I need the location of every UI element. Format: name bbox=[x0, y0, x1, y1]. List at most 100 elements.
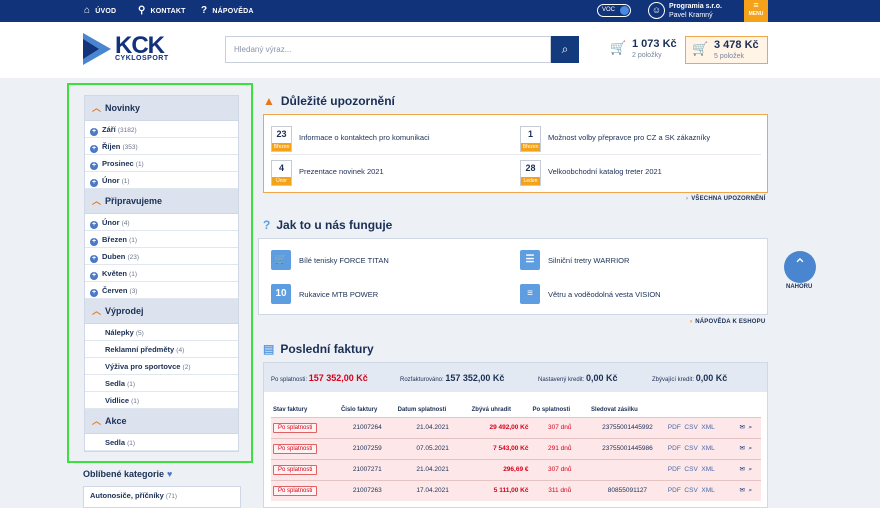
search-icon[interactable]: ⌕ bbox=[748, 466, 753, 473]
pdf-download-link[interactable]: PDF bbox=[667, 487, 681, 495]
user-info[interactable]: Programia s.r.o. Pavel Kramný bbox=[669, 3, 722, 19]
envelope-icon[interactable]: ✉ bbox=[739, 466, 745, 473]
chevron-right-icon: › bbox=[690, 319, 693, 325]
table-row[interactable]: Po splatnosti 21007264 21.04.2021 29 492,00… bbox=[271, 416, 761, 438]
notice-text: Velkoobchodní katalog treter 2021 bbox=[548, 167, 662, 176]
sidebar-item[interactable]: + Prosinec (1) bbox=[85, 155, 238, 172]
category-sidebar: ︿ Novinky + Září (3182) + Říjen (353) + Prosine… bbox=[67, 83, 253, 463]
site-logo[interactable]: KCK CYKLOSPORT bbox=[83, 33, 183, 65]
sidebar-item[interactable]: Výživa pro sportovce (2) bbox=[85, 358, 238, 375]
tracking-number[interactable]: 23755001445992 bbox=[589, 416, 666, 438]
search-icon[interactable]: ⌕ bbox=[748, 424, 753, 431]
overdue-days: 307 dnů bbox=[530, 416, 590, 438]
status-badge: Po splatnosti bbox=[273, 464, 318, 475]
csv-download-link[interactable]: CSV bbox=[684, 445, 698, 452]
column-header: Po splatnosti bbox=[532, 406, 571, 413]
envelope-icon[interactable]: ✉ bbox=[739, 487, 745, 495]
search-icon[interactable]: ⌕ bbox=[748, 445, 753, 452]
notices-title: ▲ Důležité upozornění bbox=[263, 94, 395, 108]
sidebar-item[interactable]: Reklamní předměty (4) bbox=[85, 341, 238, 358]
plus-circle-icon: + bbox=[90, 179, 98, 187]
xml-download-link[interactable]: XML bbox=[701, 487, 715, 495]
overdue-days: 307 dnů bbox=[530, 458, 590, 480]
invoices-table: Stav faktury Číslo faktury Datum splatnost… bbox=[271, 403, 761, 501]
location-pin-icon: ⚲ bbox=[138, 5, 146, 16]
heart-icon: ♥ bbox=[167, 469, 173, 479]
cart-primary[interactable]: 🛒 1 073 Kč 2 položky bbox=[610, 38, 677, 59]
nav-contact-link[interactable]: ⚲ KONTAKT bbox=[138, 5, 186, 16]
table-row[interactable]: Po splatnosti 21007259 07.05.2021 7 543,00 … bbox=[271, 437, 761, 459]
envelope-icon[interactable]: ✉ bbox=[739, 424, 745, 431]
csv-download-link[interactable]: CSV bbox=[684, 487, 698, 495]
search-icon[interactable]: ⌕ bbox=[748, 487, 753, 495]
invoice-number[interactable]: 21007263 bbox=[338, 479, 396, 501]
search-icon: ⌕ bbox=[561, 42, 569, 56]
sidebar-item[interactable]: + Červen (3) bbox=[85, 282, 238, 299]
eshop-help-link[interactable]: › NÁPOVĚDA K ESHOPU bbox=[690, 319, 766, 325]
table-row[interactable]: Po splatnosti 21007263 17.04.2021 5 111,00 … bbox=[271, 479, 761, 501]
search-button[interactable]: ⌕ bbox=[551, 36, 579, 63]
envelope-icon[interactable]: ✉ bbox=[739, 445, 745, 452]
sidebar-item[interactable]: Sedla (1) bbox=[85, 375, 238, 392]
back-to-top-label[interactable]: NAHORU bbox=[786, 284, 813, 290]
search-input[interactable] bbox=[225, 36, 551, 63]
tracking-number[interactable]: 80855091127 bbox=[589, 479, 666, 501]
sidebar-section-header[interactable]: ︿ Akce bbox=[85, 409, 238, 434]
column-header: Zbývá uhradit bbox=[471, 406, 511, 413]
howto-title: ? Jak to u nás funguje bbox=[263, 218, 393, 232]
csv-download-link[interactable]: CSV bbox=[684, 466, 698, 473]
user-avatar-icon[interactable]: ☺ bbox=[648, 2, 665, 19]
divider bbox=[271, 154, 761, 155]
plus-circle-icon: + bbox=[90, 221, 98, 229]
notice-text: Prezentace novinek 2021 bbox=[299, 167, 384, 176]
sidebar-item[interactable]: + Říjen (353) bbox=[85, 138, 238, 155]
tracking-number[interactable] bbox=[589, 458, 666, 480]
invoice-number[interactable]: 21007264 bbox=[338, 416, 396, 438]
xml-download-link[interactable]: XML bbox=[701, 424, 715, 431]
notices-box: Březen 23 Informace o kontaktech pro komu… bbox=[263, 114, 768, 193]
voc-toggle[interactable]: VOC bbox=[597, 4, 631, 17]
pdf-download-link[interactable]: PDF bbox=[667, 424, 681, 431]
sidebar-item[interactable]: Sedla (1) bbox=[85, 434, 238, 451]
xml-download-link[interactable]: XML bbox=[701, 445, 715, 452]
chevron-up-icon: ︿ bbox=[92, 306, 102, 316]
chevron-right-icon: › bbox=[686, 196, 689, 202]
column-header: Datum splatnosti bbox=[397, 406, 447, 413]
sidebar-item[interactable]: + Březen (1) bbox=[85, 231, 238, 248]
invoice-number[interactable]: 21007259 bbox=[338, 437, 396, 459]
remaining-amount: 7 543,00 Kč bbox=[469, 437, 531, 459]
notice-date: Březen 23 bbox=[271, 126, 292, 152]
sidebar-item[interactable]: Vidlice (1) bbox=[85, 392, 238, 409]
toggle-knob bbox=[620, 6, 629, 15]
xml-download-link[interactable]: XML bbox=[701, 466, 715, 473]
sidebar-item[interactable]: Nálepky (5) bbox=[85, 324, 238, 341]
sidebar-item[interactable]: + Duben (23) bbox=[85, 248, 238, 265]
pdf-download-link[interactable]: PDF bbox=[667, 445, 681, 452]
plus-circle-icon: + bbox=[90, 162, 98, 170]
all-notices-link[interactable]: › VŠECHNA UPOZORNĚNÍ bbox=[686, 196, 766, 202]
sidebar-section-header[interactable]: ︿ Novinky bbox=[85, 96, 238, 121]
nav-help-link[interactable]: ? NÁPOVĚDA bbox=[201, 5, 254, 16]
sidebar-section-header[interactable]: ︿ Připravujeme bbox=[85, 189, 238, 214]
invoice-number[interactable]: 21007271 bbox=[338, 458, 396, 480]
cart-secondary[interactable]: 🛒 3 478 Kč 5 položek bbox=[685, 36, 768, 64]
sidebar-item[interactable]: + Únor (4) bbox=[85, 214, 238, 231]
nav-home-link[interactable]: ⌂ ÚVOD bbox=[84, 5, 117, 16]
favorites-item[interactable]: Autonosiče, příčníky (71) bbox=[83, 486, 241, 508]
sidebar-item[interactable]: + Září (3182) bbox=[85, 121, 238, 138]
chevron-up-icon: ︿ bbox=[92, 103, 102, 113]
tracking-number[interactable]: 23755001445986 bbox=[589, 437, 666, 459]
sidebar-item[interactable]: + Květen (1) bbox=[85, 265, 238, 282]
table-row[interactable]: Po splatnosti 21007271 21.04.2021 296,69 €3… bbox=[271, 458, 761, 480]
plus-circle-icon: + bbox=[90, 289, 98, 297]
csv-download-link[interactable]: CSV bbox=[684, 424, 698, 431]
sidebar-item[interactable]: + Únor (1) bbox=[85, 172, 238, 189]
plus-circle-icon: + bbox=[90, 145, 98, 153]
back-to-top-button[interactable]: ⌃ bbox=[784, 251, 816, 283]
menu-button[interactable]: ≡ MENU bbox=[744, 0, 768, 22]
sidebar-section-header[interactable]: ︿ Výprodej bbox=[85, 299, 238, 324]
pdf-download-link[interactable]: PDF bbox=[667, 466, 681, 473]
plus-circle-icon: + bbox=[90, 272, 98, 280]
cart-plus-icon: 🛒 bbox=[271, 250, 291, 270]
due-date: 07.05.2021 bbox=[395, 437, 470, 459]
